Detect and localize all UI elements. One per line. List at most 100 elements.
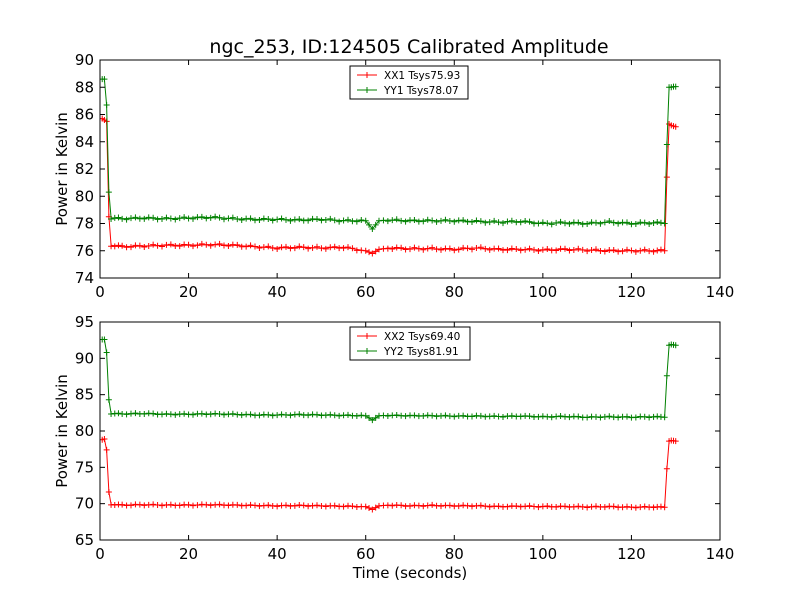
data-point [283, 502, 289, 509]
data-point [278, 411, 285, 418]
data-point [185, 501, 192, 508]
data-point [369, 506, 376, 513]
data-point [411, 412, 418, 419]
y-tick-label: 65 [75, 531, 94, 549]
data-point [327, 215, 334, 222]
data-point [372, 248, 379, 255]
data-point [535, 504, 542, 511]
data-point [327, 244, 334, 251]
data-point [221, 411, 227, 418]
data-point [216, 214, 223, 221]
data-point [362, 247, 369, 254]
data-point [322, 245, 329, 252]
data-point [477, 244, 484, 251]
legend-item: YY2 Tsys81.91 [357, 346, 459, 358]
data-point [366, 249, 373, 256]
data-point [176, 243, 183, 250]
data-point [198, 213, 205, 220]
data-point [632, 504, 639, 511]
data-point [624, 503, 630, 510]
data-point [349, 503, 356, 510]
data-point [269, 245, 276, 252]
data-point [553, 219, 560, 226]
data-point [650, 413, 657, 420]
data-point [393, 411, 400, 418]
data-point [504, 247, 511, 254]
legend-marker [364, 348, 370, 354]
data-point [108, 215, 115, 222]
data-point [181, 410, 188, 417]
x-tick-label: 140 [706, 283, 735, 301]
data-point [362, 503, 369, 510]
y-tick-label: 75 [75, 458, 94, 476]
data-point [296, 411, 303, 418]
legend-item: YY1 Tsys78.07 [357, 85, 459, 97]
data-point [575, 503, 582, 510]
data-point [460, 412, 467, 419]
data-point [300, 502, 307, 509]
data-point [482, 219, 489, 226]
data-point [314, 243, 320, 250]
data-point [544, 503, 551, 510]
data-point [128, 215, 134, 222]
data-point [376, 246, 382, 253]
data-point [469, 413, 475, 420]
series-0 [100, 435, 679, 513]
legend: XX2 Tsys69.40 YY2 Tsys81.91 [349, 326, 471, 361]
data-point [455, 503, 462, 510]
data-point [579, 246, 586, 253]
data-point [544, 245, 551, 252]
data-point [252, 243, 258, 250]
data-point [176, 215, 183, 222]
data-point [132, 214, 139, 221]
data-point [150, 501, 157, 508]
data-point [654, 247, 661, 254]
data-point [415, 245, 422, 252]
data-point [247, 501, 254, 508]
data-point [562, 503, 568, 510]
data-point [657, 503, 664, 510]
data-point [256, 412, 263, 419]
data-point [384, 218, 391, 225]
series-1 [100, 76, 679, 232]
data-point [446, 245, 453, 252]
data-point [300, 244, 307, 251]
data-point [207, 242, 214, 249]
data-point [167, 411, 174, 418]
data-point [154, 242, 161, 249]
data-point [637, 247, 644, 254]
data-point [407, 246, 413, 253]
data-point [531, 503, 537, 510]
data-point [331, 217, 338, 224]
data-point [309, 502, 316, 509]
data-point [340, 503, 347, 510]
data-point [654, 218, 661, 225]
data-point [260, 244, 267, 251]
data-point [641, 503, 648, 510]
data-point [353, 413, 360, 420]
data-point [369, 250, 376, 257]
data-point [362, 412, 369, 419]
data-point [517, 413, 524, 420]
data-point [650, 219, 657, 226]
x-tick-label: 80 [445, 545, 464, 563]
data-point [123, 411, 130, 418]
data-point [486, 413, 493, 420]
data-point [632, 414, 639, 421]
data-point [136, 501, 143, 508]
data-point [424, 216, 431, 223]
data-point [646, 221, 653, 228]
data-point [101, 435, 108, 442]
data-point [190, 243, 196, 250]
legend-item: XX1 Tsys75.93 [357, 70, 460, 82]
data-point [305, 217, 312, 224]
data-point [305, 245, 312, 252]
data-point [566, 247, 573, 254]
legend-label: XX2 Tsys69.40 [384, 331, 460, 343]
data-point [398, 217, 405, 224]
data-point [624, 413, 630, 420]
data-point [566, 414, 573, 421]
data-point [601, 248, 608, 255]
data-point [438, 503, 444, 510]
